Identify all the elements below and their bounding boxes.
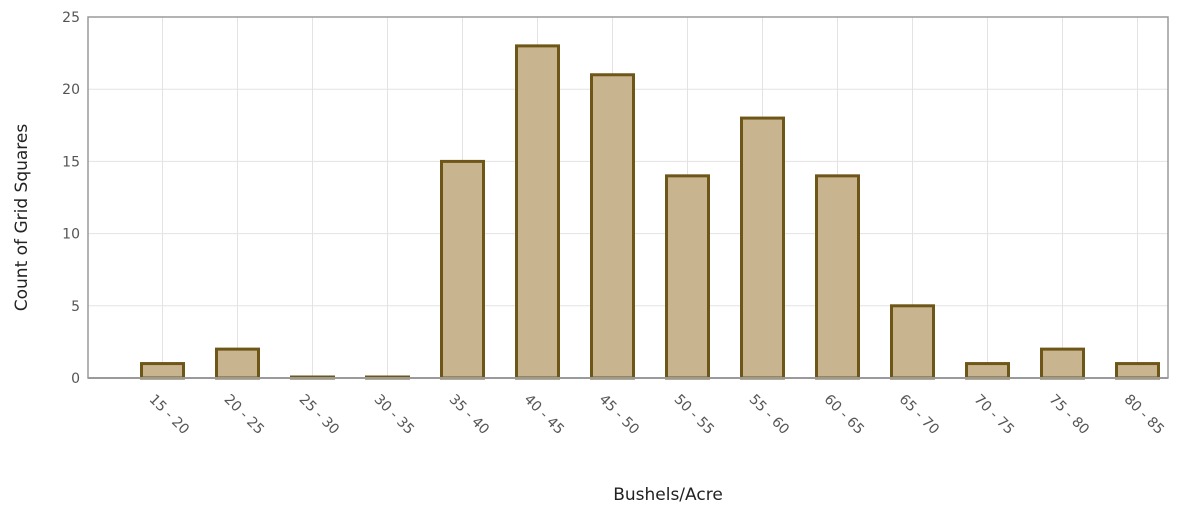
x-tick-label: 15 - 20 [146,392,192,438]
bar [1040,347,1085,380]
x-tick-label: 25 - 30 [296,392,342,438]
x-tick-label: 55 - 60 [746,392,792,438]
x-tick-label: 65 - 70 [896,392,942,438]
x-tick-label: 50 - 55 [671,392,717,438]
x-tick-label: 70 - 75 [971,392,1017,438]
y-tick-label: 20 [62,82,80,98]
bar [590,73,635,380]
y-tick-label: 25 [62,10,80,26]
x-tick-label: 80 - 85 [1121,392,1167,438]
bar [215,347,260,380]
bar [740,116,785,380]
x-tick-label: 75 - 80 [1046,392,1092,438]
bar [140,362,185,380]
bar [440,159,485,380]
x-tick-label: 45 - 50 [596,392,642,438]
bar [665,174,710,380]
bar [965,362,1010,380]
x-tick-label: 20 - 25 [221,392,267,438]
x-tick-labels: 15 - 20 20 - 25 25 - 30 30 - 35 35 - 40 40 - … [146,392,1167,438]
y-tick-label: 5 [71,299,80,315]
x-axis-title: Bushels/Acre [613,485,723,505]
y-tick-label: 0 [71,371,80,387]
x-tick-label: 30 - 35 [371,392,417,438]
x-tick-label: 35 - 40 [446,392,492,438]
bar [1115,362,1160,380]
x-tick-label: 40 - 45 [521,392,567,438]
y-tick-label: 15 [62,154,80,170]
y-tick-labels: 0 5 10 15 20 25 [62,10,80,387]
x-tick-label: 60 - 65 [821,392,867,438]
y-tick-label: 10 [62,227,80,243]
bar [890,304,935,380]
bar [815,174,860,380]
y-axis-title: Count of Grid Squares [12,124,32,312]
bars [140,44,1160,380]
bar [515,44,560,380]
